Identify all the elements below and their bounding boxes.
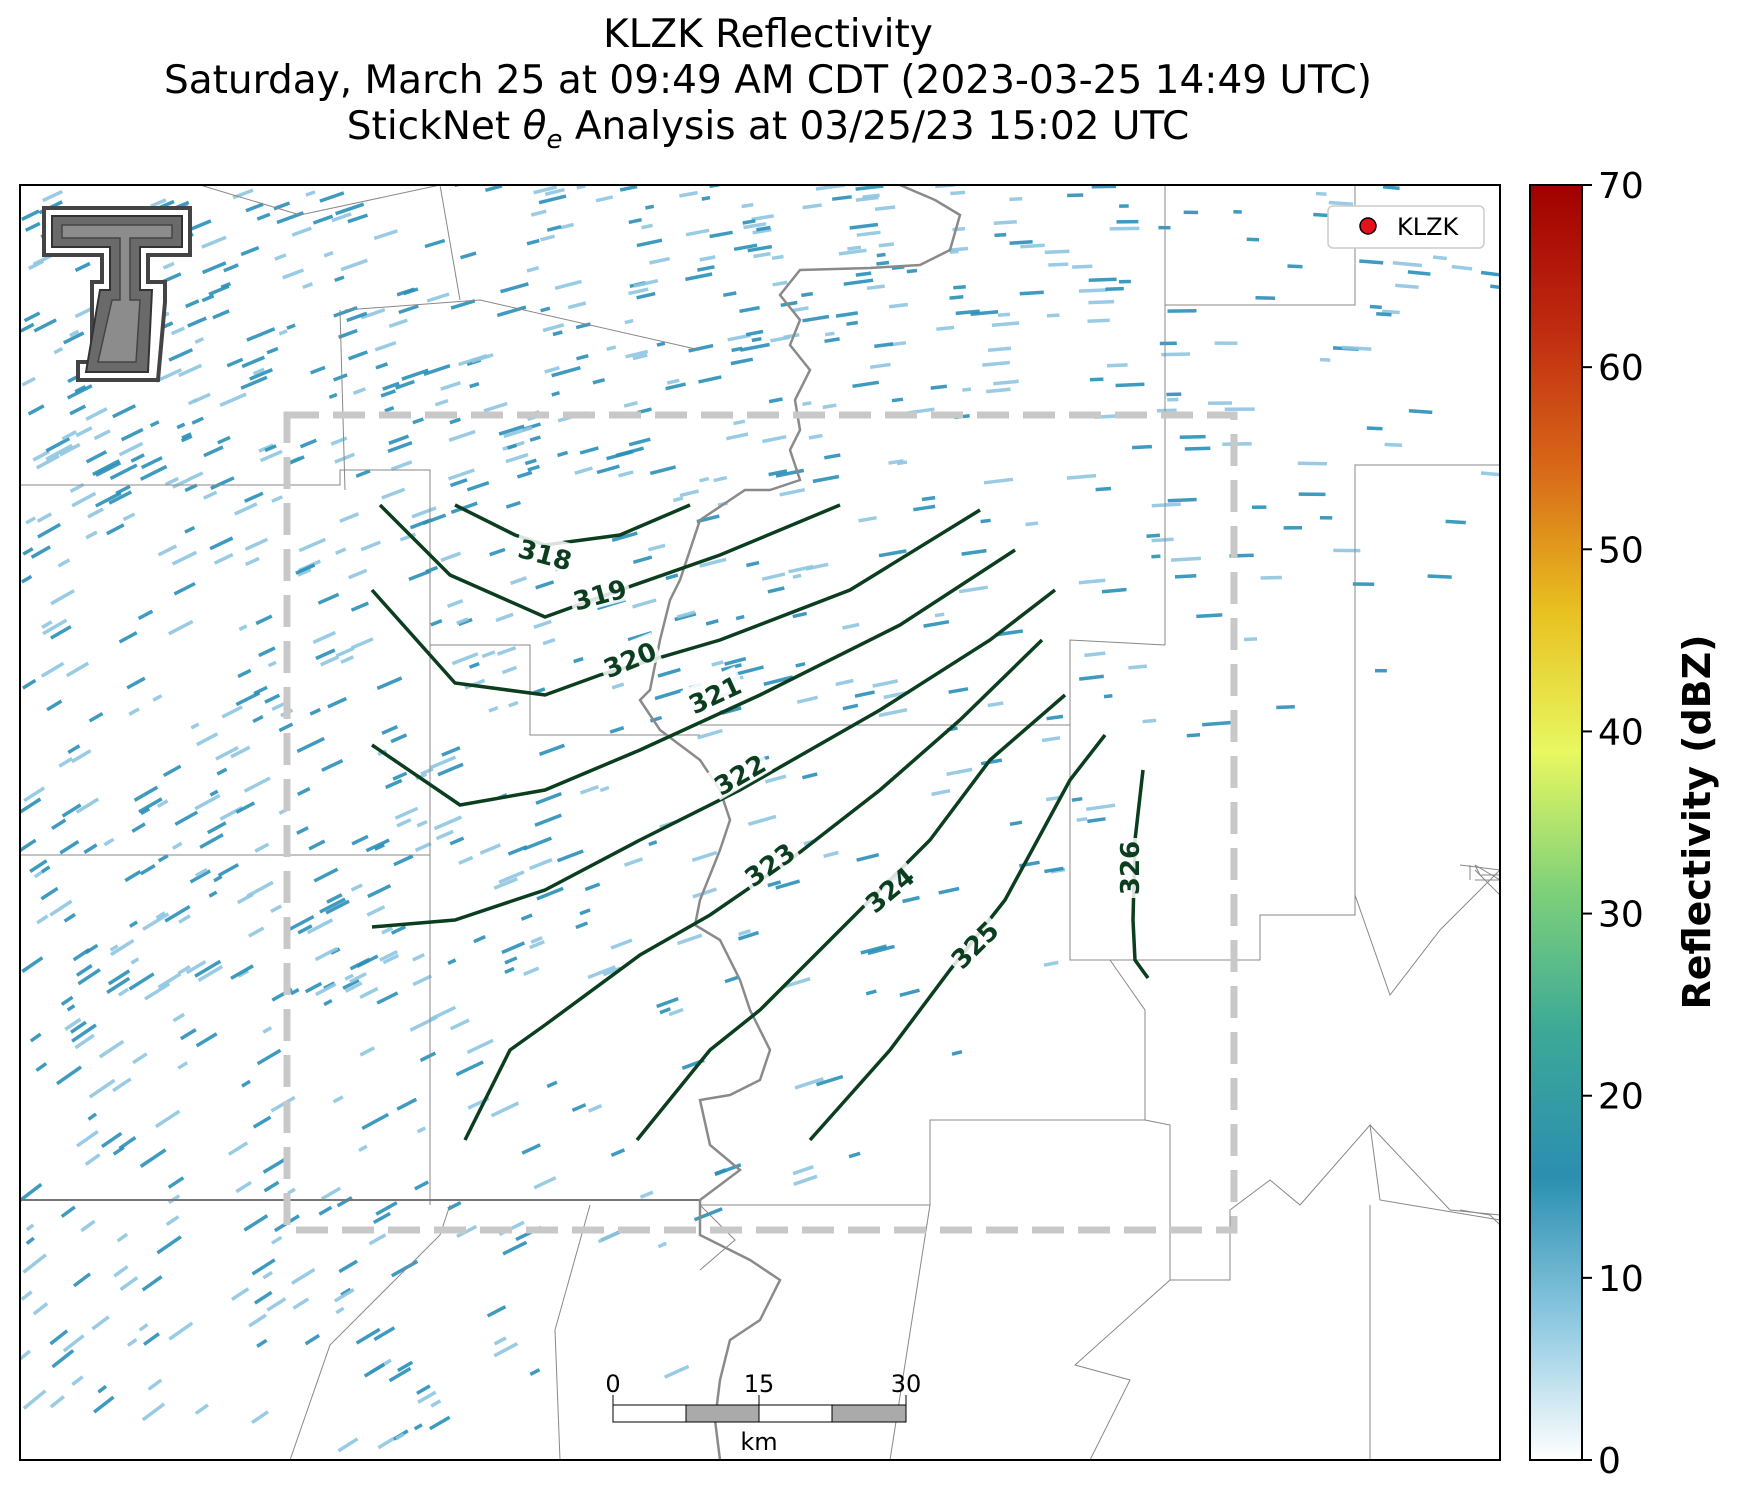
colorbar-tick-30: 30 [1598,895,1644,936]
scale-tick-30: 30 [891,1370,922,1398]
legend-box [1327,205,1485,249]
contour-label-bg [1112,838,1142,898]
colorbar-ticks: 0 10 20 30 40 50 60 70 [1582,166,1644,1482]
colorbar-tick-40: 40 [1598,712,1644,753]
texas-tech-logo [42,206,192,382]
title-line-1: KLZK Reflectivity [603,12,933,57]
colorbar-tick-10: 10 [1598,1259,1644,1300]
colorbar-frame [1529,184,1583,1461]
contour-label-bg [680,666,748,719]
map-legend: KLZK [1327,205,1485,249]
contour-label-bg [595,632,663,683]
colorbar-tick-70: 70 [1598,166,1644,207]
title-line-2: Saturday, March 25 at 09:49 AM CDT (2023… [163,58,1372,103]
contour-label-bg [512,529,579,575]
contour-line-326 [1131,769,1150,980]
colorbar: 0 10 20 30 40 50 60 70 Reflectivity (dBZ) [1529,166,1719,1482]
county-boundaries [20,185,1500,1460]
theta-symbol: θ [522,104,547,149]
contour-line-321 [371,548,1016,807]
figure-title: KLZK Reflectivity Saturday, March 25 at … [0,12,1536,163]
contour-label-bg [735,833,802,893]
title-line-3-suffix: Analysis at 03/25/23 15:02 UTC [562,104,1190,149]
colorbar-tick-60: 60 [1598,348,1644,389]
contour-label-326: 326 [1116,841,1146,895]
contour-label-bg [855,856,921,919]
scale-tick-0: 0 [605,1370,620,1398]
klzk-marker [1359,217,1377,235]
contour-label-bg [705,744,772,801]
contour-label-bg [941,911,1005,975]
colorbar-tick-20: 20 [1598,1077,1644,1118]
colorbar-gradient [1530,185,1582,1460]
colorbar-tick-0: 0 [1598,1441,1621,1482]
contour-line-320 [370,508,981,697]
title-line-3: StickNet θe Analysis at 03/25/23 15:02 U… [0,104,1536,163]
scale-unit: km [740,1428,777,1456]
river-line [638,185,962,1460]
theta-subscript: e [546,124,563,155]
colorbar-tick-50: 50 [1598,530,1644,571]
analysis-domain-box [283,411,1238,1234]
title-line-3-prefix: StickNet [346,104,523,149]
contour-line-322 [371,588,1057,929]
legend-label: KLZK [1397,213,1460,241]
radar-reflectivity-layer [20,185,1500,1453]
colorbar-label: Reflectivity (dBZ) [1675,634,1719,1009]
scale-tick-15: 15 [744,1370,775,1398]
contour-line-323 [463,638,1044,1141]
map-frame [19,184,1501,1461]
contour-label-bg [566,569,633,615]
scale-bar: 0 15 30 km [605,1370,921,1456]
contour-line-324 [635,693,1067,1142]
